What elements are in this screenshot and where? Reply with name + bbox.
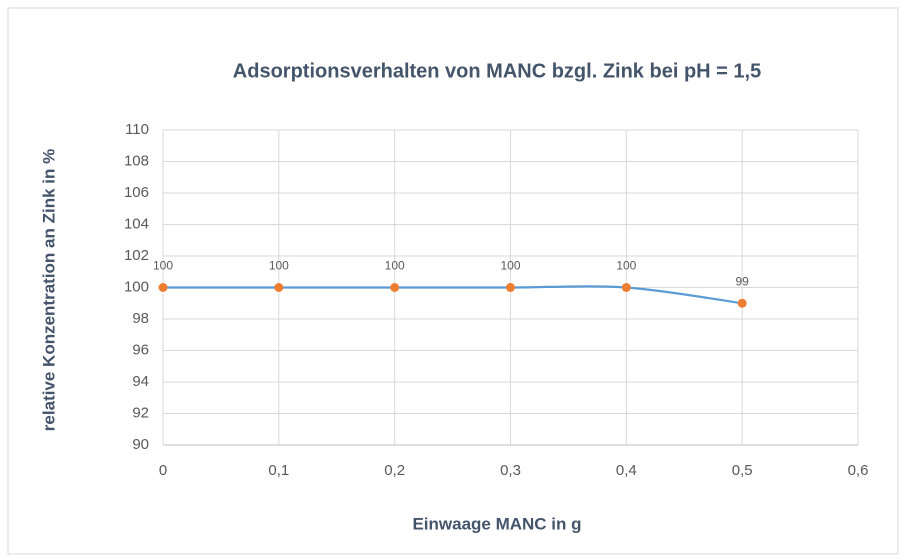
x-tick-label: 0,5: [732, 462, 753, 479]
data-point: [158, 283, 168, 292]
y-tick-label: 92: [132, 404, 149, 421]
data-label: 100: [500, 259, 520, 273]
x-tick-label: 0,3: [500, 462, 521, 479]
data-label: 99: [735, 274, 749, 288]
series-line: [163, 285, 743, 305]
data-point: [621, 283, 631, 292]
data-point: [390, 283, 400, 292]
x-tick-label: 0: [159, 462, 167, 479]
x-tick-label: 0,1: [268, 462, 289, 479]
y-tick-label: 90: [132, 436, 149, 453]
y-axis-title: relative Konzentration an Zink in %: [39, 149, 58, 431]
data-point: [737, 298, 747, 308]
data-label: 100: [269, 259, 289, 273]
y-tick-label: 108: [124, 152, 149, 169]
y-tick-label: 104: [124, 215, 149, 232]
x-tick-label: 0,4: [616, 462, 637, 479]
chart-border: [7, 7, 899, 555]
x-tick-label: 0,6: [848, 462, 869, 479]
x-tick-label: 0,2: [384, 462, 405, 479]
data-label: 100: [153, 259, 173, 273]
y-tick-label: 96: [132, 341, 149, 358]
y-tick-label: 98: [132, 310, 149, 327]
y-tick-label: 110: [125, 121, 149, 138]
data-label: 100: [616, 259, 636, 273]
chart-title: Adsorptionsverhalten von MANC bzgl. Zink…: [233, 60, 761, 82]
y-tick-label: 94: [132, 373, 149, 390]
data-point: [274, 283, 284, 292]
data-label: 100: [385, 259, 405, 273]
data-point: [506, 283, 515, 292]
y-tick-label: 102: [124, 247, 149, 264]
y-tick-label: 106: [124, 184, 149, 201]
y-tick-label: 100: [124, 278, 149, 295]
x-axis-title: Einwaage MANC in g: [412, 514, 581, 533]
